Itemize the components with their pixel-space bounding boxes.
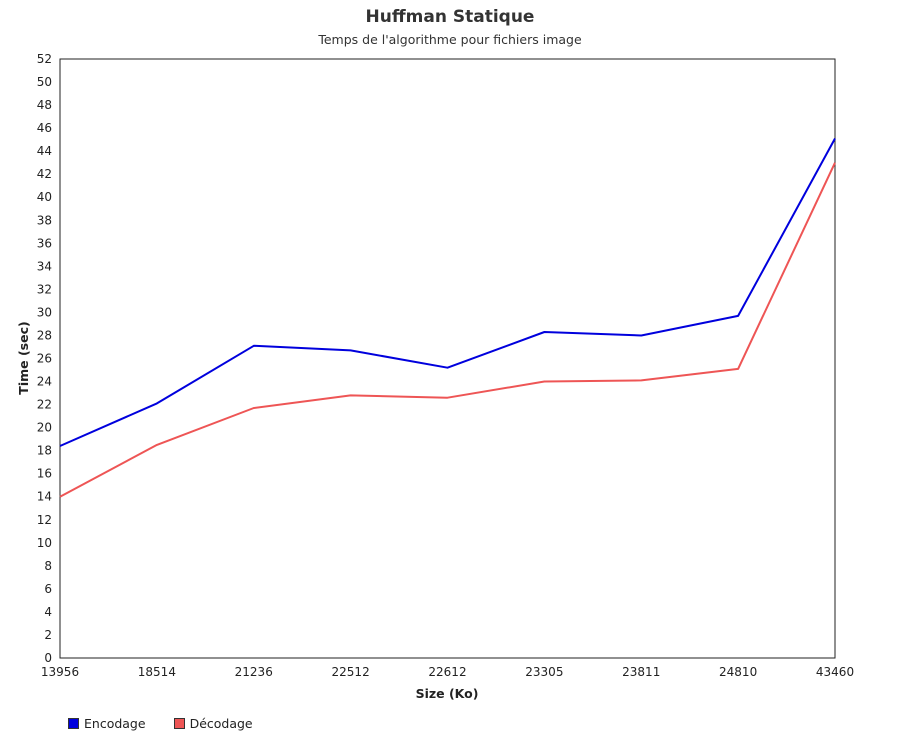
x-tick-label: 23811 bbox=[622, 665, 660, 679]
y-tick-label: 8 bbox=[44, 559, 52, 573]
y-tick-label: 42 bbox=[37, 167, 52, 181]
data-point[interactable] bbox=[734, 312, 742, 320]
y-tick-label: 36 bbox=[37, 236, 52, 250]
data-point[interactable] bbox=[831, 159, 839, 167]
x-tick-label: 22612 bbox=[428, 665, 466, 679]
y-tick-label: 40 bbox=[37, 190, 52, 204]
legend-swatch-encodage bbox=[68, 718, 79, 729]
y-tick-label: 52 bbox=[37, 52, 52, 66]
x-axis-title: Size (Ko) bbox=[416, 686, 479, 701]
chart-title: Huffman Statique bbox=[365, 7, 535, 27]
data-point[interactable] bbox=[637, 376, 645, 384]
x-axis-ticks: 13956 18514 21236 22512 22612 23305 23811 24810… bbox=[41, 665, 854, 679]
series-line-decodage bbox=[59, 162, 836, 498]
y-tick-label: 48 bbox=[37, 98, 52, 112]
data-point[interactable] bbox=[444, 364, 452, 372]
data-point[interactable] bbox=[444, 394, 452, 402]
y-tick-label: 10 bbox=[37, 536, 52, 550]
y-tick-label: 30 bbox=[37, 305, 52, 319]
series-lines bbox=[56, 134, 839, 501]
data-point[interactable] bbox=[540, 378, 548, 386]
data-point[interactable] bbox=[347, 391, 355, 399]
y-tick-label: 4 bbox=[44, 605, 52, 619]
data-point[interactable] bbox=[56, 493, 64, 501]
x-tick-label: 43460 bbox=[816, 665, 854, 679]
legend-label-decodage: Décodage bbox=[189, 716, 253, 731]
y-tick-label: 32 bbox=[37, 282, 52, 296]
data-point[interactable] bbox=[347, 346, 355, 354]
y-tick-label: 6 bbox=[44, 582, 52, 596]
y-tick-label: 16 bbox=[37, 467, 52, 481]
y-axis-title: Time (sec) bbox=[16, 321, 31, 394]
y-tick-label: 0 bbox=[44, 651, 52, 665]
data-point[interactable] bbox=[734, 365, 742, 373]
y-tick-label: 26 bbox=[37, 352, 52, 366]
legend-label-encodage: Encodage bbox=[84, 716, 146, 731]
series-line-encodage bbox=[59, 138, 836, 447]
y-tick-label: 38 bbox=[37, 213, 52, 227]
x-tick-label: 23305 bbox=[525, 665, 563, 679]
y-axis-ticks: 0246810121416182022242628303234363840424… bbox=[37, 52, 52, 665]
data-point[interactable] bbox=[56, 442, 64, 450]
data-point[interactable] bbox=[153, 399, 161, 407]
y-tick-label: 12 bbox=[37, 513, 52, 527]
y-tick-label: 44 bbox=[37, 144, 52, 158]
plot-area-frame bbox=[59, 58, 836, 659]
data-point[interactable] bbox=[153, 441, 161, 449]
y-tick-label: 18 bbox=[37, 444, 52, 458]
y-tick-label: 22 bbox=[37, 398, 52, 412]
legend-item-encodage[interactable]: Encodage bbox=[68, 716, 146, 731]
data-point[interactable] bbox=[540, 328, 548, 336]
x-tick-label: 18514 bbox=[138, 665, 176, 679]
x-tick-label: 21236 bbox=[235, 665, 273, 679]
x-tick-label: 22512 bbox=[332, 665, 370, 679]
y-tick-label: 20 bbox=[37, 421, 52, 435]
y-tick-label: 2 bbox=[44, 628, 52, 642]
y-tick-label: 24 bbox=[37, 375, 52, 389]
y-tick-label: 50 bbox=[37, 75, 52, 89]
y-tick-label: 46 bbox=[37, 121, 52, 135]
y-tick-label: 28 bbox=[37, 328, 52, 342]
legend-item-decodage[interactable]: Décodage bbox=[173, 716, 253, 731]
x-tick-label: 24810 bbox=[719, 665, 757, 679]
legend-swatch-decodage bbox=[173, 718, 185, 729]
y-tick-label: 34 bbox=[37, 259, 52, 273]
x-tick-label: 13956 bbox=[41, 665, 79, 679]
data-point[interactable] bbox=[637, 331, 645, 339]
data-point[interactable] bbox=[831, 134, 839, 142]
legend: Encodage Décodage bbox=[68, 716, 253, 731]
y-tick-label: 14 bbox=[37, 490, 52, 504]
data-point[interactable] bbox=[250, 342, 258, 350]
chart-subtitle: Temps de l'algorithme pour fichiers imag… bbox=[318, 32, 582, 47]
data-point[interactable] bbox=[250, 404, 258, 412]
